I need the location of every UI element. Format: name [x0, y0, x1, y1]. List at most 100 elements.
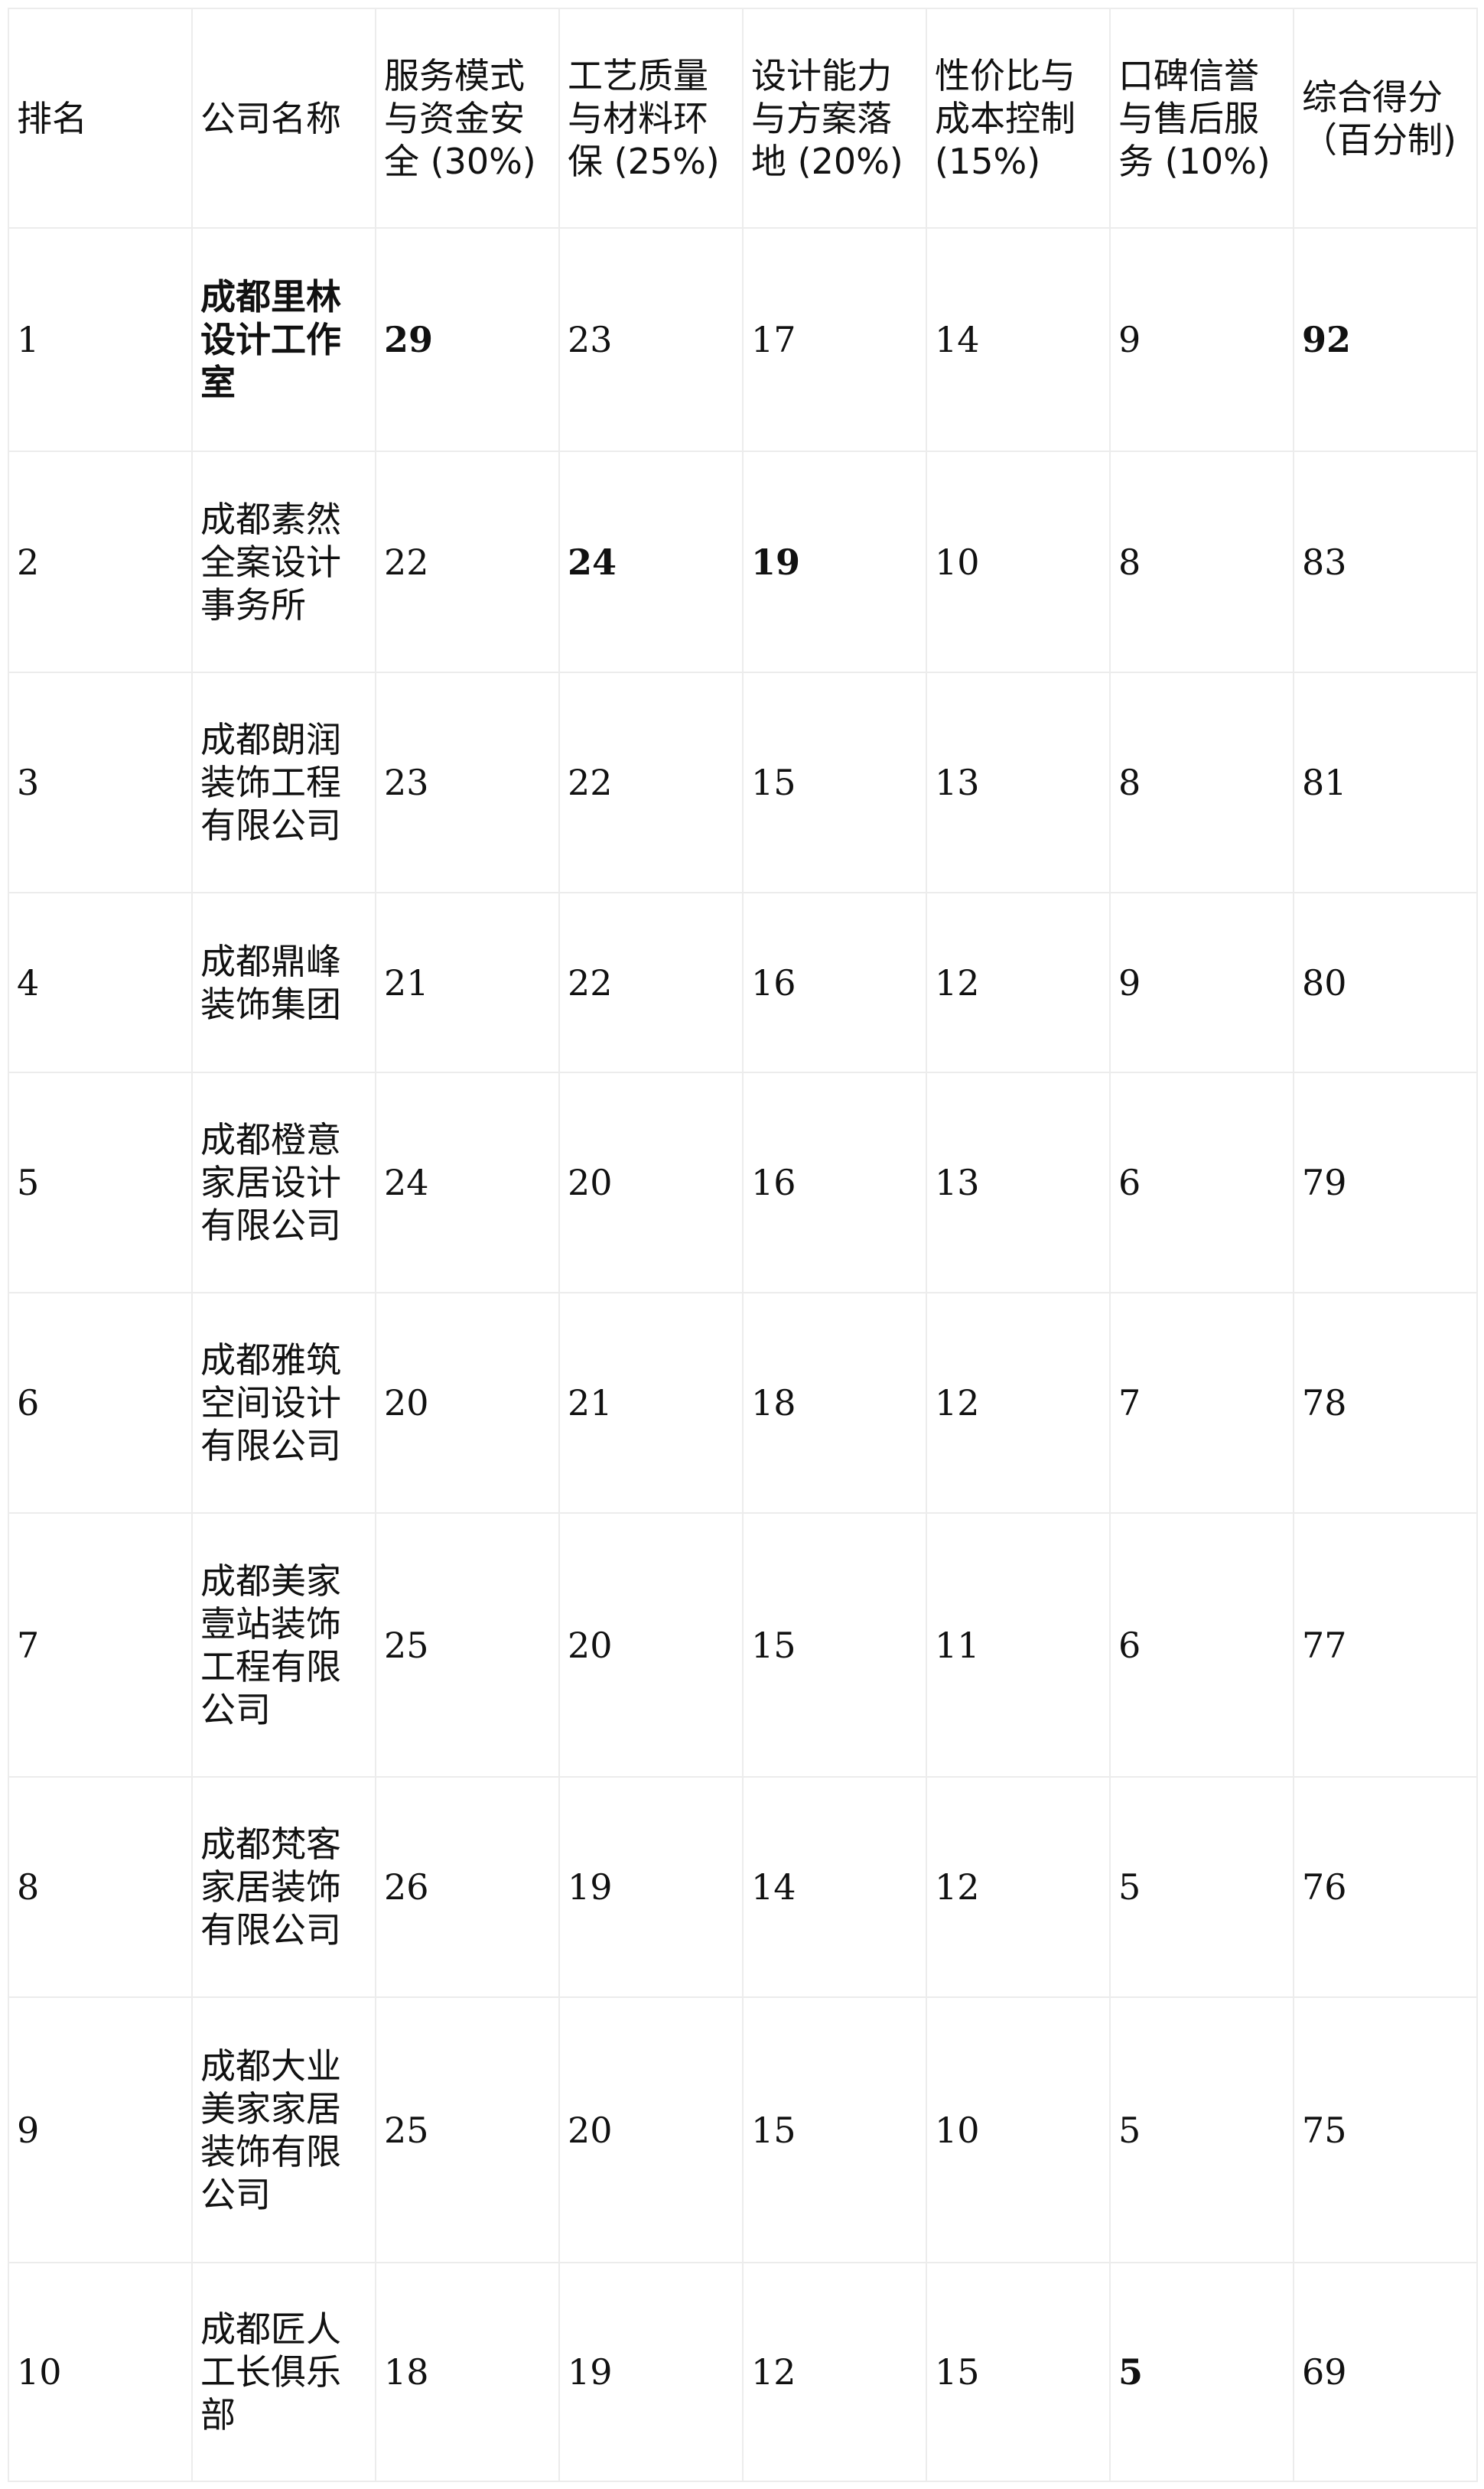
- reputation-score-cell: 7: [1109, 1292, 1294, 1514]
- total-score-cell: 69: [1293, 2262, 1478, 2482]
- company-name-cell: 成都美家壹站装饰工程有限公司: [191, 1512, 376, 1778]
- rank-cell: 3: [8, 672, 193, 893]
- value-score-cell: 12: [926, 892, 1111, 1073]
- table-row: 10 成都匠人工长俱乐部 18 19 12 15 5 69: [8, 2262, 1478, 2482]
- craft-score-cell: 20: [558, 1072, 744, 1293]
- design-score-cell: 16: [742, 892, 927, 1073]
- reputation-score-cell: 6: [1109, 1072, 1294, 1293]
- design-score-cell: 12: [742, 2262, 927, 2482]
- reputation-score-cell: 5: [1109, 1996, 1294, 2263]
- design-score-cell: 16: [742, 1072, 927, 1293]
- company-name-cell: 成都素然全案设计事务所: [191, 451, 376, 673]
- table-row: 9 成都大业美家家居装饰有限公司 25 20 15 10 5 75: [8, 1996, 1478, 2263]
- company-name-cell: 成都鼎峰装饰集团: [191, 892, 376, 1073]
- service-score-cell: 18: [375, 2262, 560, 2482]
- rank-cell: 6: [8, 1292, 193, 1514]
- table-row: 4 成都鼎峰装饰集团 21 22 16 12 9 80: [8, 892, 1478, 1073]
- value-score-cell: 12: [926, 1776, 1111, 1998]
- service-score-cell: 29: [375, 227, 560, 452]
- craft-score-cell: 19: [558, 1776, 744, 1998]
- total-score-cell: 83: [1293, 451, 1478, 673]
- value-score-cell: 13: [926, 1072, 1111, 1293]
- table-row: 2 成都素然全案设计事务所 22 24 19 10 8 83: [8, 451, 1478, 673]
- reputation-score-cell: 5: [1109, 2262, 1294, 2482]
- company-name-cell: 成都里林设计工作室: [191, 227, 376, 452]
- service-score-cell: 25: [375, 1996, 560, 2263]
- design-score-cell: 14: [742, 1776, 927, 1998]
- total-score-cell: 75: [1293, 1996, 1478, 2263]
- reputation-score-cell: 5: [1109, 1776, 1294, 1998]
- value-score-cell: 14: [926, 227, 1111, 452]
- reputation-score-cell: 9: [1109, 892, 1294, 1073]
- table-row: 7 成都美家壹站装饰工程有限公司 25 20 15 11 6 77: [8, 1512, 1478, 1778]
- header-rank: 排名: [8, 8, 193, 229]
- total-score-cell: 77: [1293, 1512, 1478, 1778]
- craft-score-cell: 20: [558, 1512, 744, 1778]
- total-score-cell: 76: [1293, 1776, 1478, 1998]
- ranking-table: 排名 公司名称 服务模式与资金安全 (30%) 工艺质量与材料环保 (25%) 设计能力…: [8, 8, 1478, 2482]
- design-score-cell: 19: [742, 451, 927, 673]
- total-score-cell: 92: [1293, 227, 1478, 452]
- total-score-cell: 79: [1293, 1072, 1478, 1293]
- service-score-cell: 24: [375, 1072, 560, 1293]
- rank-cell: 9: [8, 1996, 193, 2263]
- service-score-cell: 20: [375, 1292, 560, 1514]
- design-score-cell: 17: [742, 227, 927, 452]
- total-score-cell: 80: [1293, 892, 1478, 1073]
- header-value: 性价比与成本控制 (15%): [926, 8, 1111, 229]
- value-score-cell: 10: [926, 1996, 1111, 2263]
- craft-score-cell: 24: [558, 451, 744, 673]
- header-reputation: 口碑信誉与售后服务 (10%): [1109, 8, 1294, 229]
- design-score-cell: 18: [742, 1292, 927, 1514]
- total-score-cell: 81: [1293, 672, 1478, 893]
- company-name-cell: 成都匠人工长俱乐部: [191, 2262, 376, 2482]
- header-company: 公司名称: [191, 8, 376, 229]
- design-score-cell: 15: [742, 1512, 927, 1778]
- table-row: 8 成都梵客家居装饰有限公司 26 19 14 12 5 76: [8, 1776, 1478, 1998]
- reputation-score-cell: 6: [1109, 1512, 1294, 1778]
- value-score-cell: 15: [926, 2262, 1111, 2482]
- rank-cell: 5: [8, 1072, 193, 1293]
- service-score-cell: 26: [375, 1776, 560, 1998]
- company-name-cell: 成都橙意家居设计有限公司: [191, 1072, 376, 1293]
- reputation-score-cell: 9: [1109, 227, 1294, 452]
- design-score-cell: 15: [742, 1996, 927, 2263]
- service-score-cell: 21: [375, 892, 560, 1073]
- header-design: 设计能力与方案落地 (20%): [742, 8, 927, 229]
- company-name-cell: 成都大业美家家居装饰有限公司: [191, 1996, 376, 2263]
- rank-cell: 4: [8, 892, 193, 1073]
- craft-score-cell: 23: [558, 227, 744, 452]
- table-row: 3 成都朗润装饰工程有限公司 23 22 15 13 8 81: [8, 672, 1478, 893]
- rank-cell: 7: [8, 1512, 193, 1778]
- craft-score-cell: 22: [558, 892, 744, 1073]
- service-score-cell: 25: [375, 1512, 560, 1778]
- rank-cell: 10: [8, 2262, 193, 2482]
- craft-score-cell: 19: [558, 2262, 744, 2482]
- craft-score-cell: 22: [558, 672, 744, 893]
- table-row: 5 成都橙意家居设计有限公司 24 20 16 13 6 79: [8, 1072, 1478, 1293]
- header-craft: 工艺质量与材料环保 (25%): [558, 8, 744, 229]
- reputation-score-cell: 8: [1109, 451, 1294, 673]
- header-row: 排名 公司名称 服务模式与资金安全 (30%) 工艺质量与材料环保 (25%) 设计能力…: [8, 8, 1478, 229]
- total-score-cell: 78: [1293, 1292, 1478, 1514]
- design-score-cell: 15: [742, 672, 927, 893]
- company-name-cell: 成都梵客家居装饰有限公司: [191, 1776, 376, 1998]
- value-score-cell: 13: [926, 672, 1111, 893]
- rank-cell: 1: [8, 227, 193, 452]
- reputation-score-cell: 8: [1109, 672, 1294, 893]
- craft-score-cell: 20: [558, 1996, 744, 2263]
- service-score-cell: 22: [375, 451, 560, 673]
- value-score-cell: 12: [926, 1292, 1111, 1514]
- header-total: 综合得分（百分制): [1293, 8, 1478, 229]
- company-name-cell: 成都朗润装饰工程有限公司: [191, 672, 376, 893]
- value-score-cell: 11: [926, 1512, 1111, 1778]
- craft-score-cell: 21: [558, 1292, 744, 1514]
- rank-cell: 2: [8, 451, 193, 673]
- service-score-cell: 23: [375, 672, 560, 893]
- rank-cell: 8: [8, 1776, 193, 1998]
- header-service: 服务模式与资金安全 (30%): [375, 8, 560, 229]
- value-score-cell: 10: [926, 451, 1111, 673]
- table-row: 1 成都里林设计工作室 29 23 17 14 9 92: [8, 227, 1478, 452]
- company-name-cell: 成都雅筑空间设计有限公司: [191, 1292, 376, 1514]
- table-row: 6 成都雅筑空间设计有限公司 20 21 18 12 7 78: [8, 1292, 1478, 1514]
